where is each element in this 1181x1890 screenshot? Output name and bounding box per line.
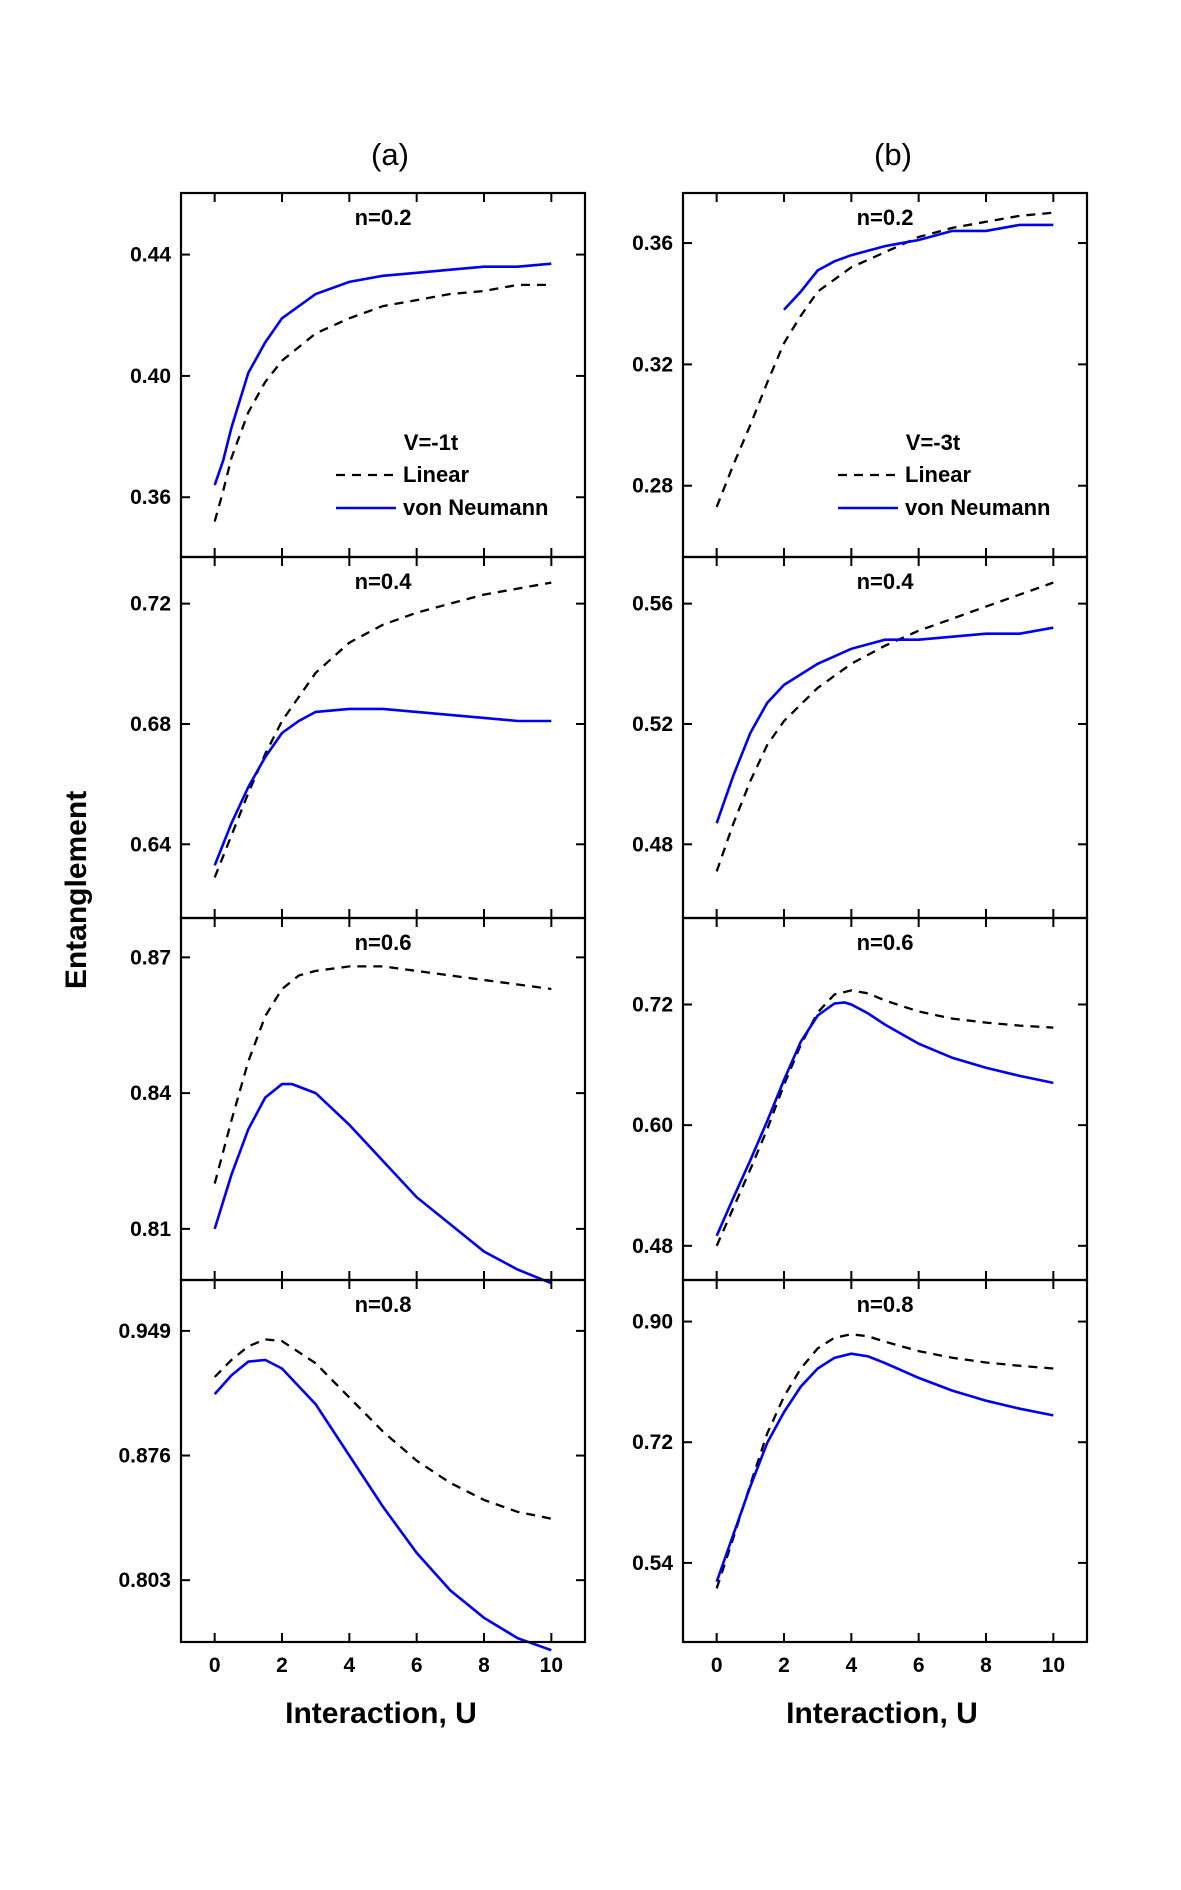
x-tick-label-a-n-0-8-3: 6 [411, 1654, 423, 1677]
plot-frame-a-n-0-8 [179, 1278, 587, 1644]
plot-frame-b-n-0-6 [681, 916, 1089, 1282]
subplot-b-n-0-8: 0.54 0.72 0.90 0 2 4 6 8 10 n=0.8 [632, 1278, 1089, 1677]
y-tick-label-b-n-0-4-0: 0.48 [632, 833, 673, 856]
y-tick-label-a-n-0-4-0: 0.64 [130, 833, 171, 856]
y-tick-label-a-n-0-6-2: 0.87 [130, 946, 171, 969]
series-line-linear-b-n-0-8 [715, 1333, 1054, 1589]
legend-entry-von-neumann-a-n-0-2: von Neumann [403, 495, 548, 520]
y-tick-label-b-n-0-2-1: 0.32 [632, 353, 673, 376]
subplot-b-n-0-6: 0.48 0.60 0.72 n=0.6 [632, 916, 1089, 1282]
y-tick-label-a-n-0-8-1: 0.876 [118, 1445, 171, 1468]
subplot-b-n-0-4: 0.48 0.52 0.56 n=0.4 [632, 555, 1089, 920]
series-line-von-neumann-a-n-0-6 [213, 1082, 552, 1285]
series-line-linear-b-n-0-2 [715, 211, 1054, 508]
x-tick-label-a-n-0-8-4: 8 [478, 1654, 490, 1677]
x-tick-label-b-n-0-8-2: 4 [845, 1654, 857, 1677]
subplot-a-n-0-6: 0.81 0.84 0.87 n=0.6 [130, 916, 587, 1285]
y-tick-label-a-n-0-2-0: 0.36 [130, 486, 171, 509]
series-line-von-neumann-a-n-0-2 [213, 262, 552, 486]
series-line-von-neumann-b-n-0-4 [715, 626, 1054, 824]
y-tick-label-b-n-0-6-0: 0.48 [632, 1235, 673, 1258]
x-tick-label-b-n-0-8-4: 8 [980, 1654, 992, 1677]
y-tick-label-b-n-0-2-2: 0.36 [632, 232, 673, 255]
x-tick-label-b-n-0-8-3: 6 [913, 1654, 925, 1677]
series-line-von-neumann-b-n-0-2 [783, 223, 1054, 311]
series-line-von-neumann-a-n-0-8 [213, 1358, 552, 1652]
y-tick-label-a-n-0-6-1: 0.84 [130, 1082, 171, 1105]
panel-label-b: (b) [874, 137, 912, 172]
series-line-linear-a-n-0-8 [213, 1338, 552, 1520]
panel-label-a: (a) [371, 137, 409, 172]
x-tick-label-b-n-0-8-1: 2 [778, 1654, 790, 1677]
legend-entry-linear-b-n-0-2: Linear [905, 462, 971, 487]
y-axis-label: Entanglement [60, 791, 93, 989]
subplot-a-n-0-4: 0.64 0.68 0.72 n=0.4 [130, 555, 587, 920]
legend-a-n-0-2: V=-1t Linear von Neumann [336, 430, 548, 520]
y-tick-label-b-n-0-8-1: 0.72 [632, 1431, 673, 1454]
panel-title-a-n-0-6: n=0.6 [355, 930, 412, 955]
y-tick-label-b-n-0-6-2: 0.72 [632, 993, 673, 1016]
plot-frame-b-n-0-8 [681, 1278, 1089, 1644]
y-tick-label-b-n-0-8-2: 0.90 [632, 1311, 673, 1334]
series-line-von-neumann-b-n-0-6 [715, 1001, 1054, 1237]
subplot-b-n-0-2: 0.28 0.32 0.36 n=0.2 V=-3t Linear von Neumann [632, 191, 1089, 559]
panel-title-b-n-0-2: n=0.2 [857, 205, 914, 230]
series-line-linear-b-n-0-6 [715, 989, 1054, 1247]
series-line-linear-a-n-0-4 [213, 581, 552, 878]
y-tick-label-b-n-0-2-0: 0.28 [632, 475, 673, 498]
x-tick-label-a-n-0-8-5: 10 [540, 1654, 563, 1677]
y-tick-label-a-n-0-8-0: 0.803 [118, 1569, 171, 1592]
x-tick-label-a-n-0-8-0: 0 [209, 1654, 221, 1677]
series-line-linear-a-n-0-2 [213, 283, 552, 522]
legend-b-n-0-2: V=-3t Linear von Neumann [838, 430, 1050, 520]
y-tick-label-b-n-0-8-0: 0.54 [632, 1552, 673, 1575]
plot-frame-a-n-0-6 [179, 916, 587, 1282]
series-line-von-neumann-b-n-0-8 [715, 1352, 1054, 1583]
x-tick-label-a-n-0-8-1: 2 [276, 1654, 288, 1677]
y-tick-label-b-n-0-6-1: 0.60 [632, 1114, 673, 1137]
y-tick-label-b-n-0-4-1: 0.52 [632, 713, 673, 736]
series-line-von-neumann-a-n-0-4 [213, 707, 552, 866]
plot-frame-a-n-0-4 [179, 555, 587, 920]
x-axis-label-b: Interaction, U [786, 1697, 978, 1730]
legend-title-b-n-0-2: V=-3t [906, 430, 961, 455]
plot-frame-b-n-0-4 [681, 555, 1089, 920]
panel-title-b-n-0-4: n=0.4 [857, 569, 915, 594]
legend-entry-von-neumann-b-n-0-2: von Neumann [905, 495, 1050, 520]
panel-title-b-n-0-6: n=0.6 [857, 930, 914, 955]
panel-title-b-n-0-8: n=0.8 [857, 1292, 914, 1317]
y-tick-label-a-n-0-4-2: 0.72 [130, 593, 171, 616]
y-tick-label-a-n-0-2-1: 0.40 [130, 365, 171, 388]
legend-title-a-n-0-2: V=-1t [404, 430, 459, 455]
subplot-a-n-0-2: 0.36 0.40 0.44 n=0.2 V=-1t Linear von Neumann [130, 191, 587, 559]
series-line-linear-b-n-0-4 [715, 581, 1054, 872]
panel-title-a-n-0-2: n=0.2 [355, 205, 412, 230]
y-tick-label-b-n-0-4-2: 0.56 [632, 593, 673, 616]
panel-title-a-n-0-8: n=0.8 [355, 1292, 412, 1317]
y-tick-label-a-n-0-2-2: 0.44 [130, 244, 171, 267]
legend-entry-linear-a-n-0-2: Linear [403, 462, 469, 487]
y-tick-label-a-n-0-4-1: 0.68 [130, 713, 171, 736]
subplot-a-n-0-8: 0.803 0.876 0.949 0 2 4 6 8 10 n=0.8 [118, 1278, 587, 1677]
x-axis-label-a: Interaction, U [285, 1697, 477, 1730]
x-tick-label-a-n-0-8-2: 4 [343, 1654, 355, 1677]
x-tick-label-b-n-0-8-5: 10 [1042, 1654, 1065, 1677]
y-tick-label-a-n-0-8-2: 0.949 [118, 1320, 171, 1343]
panel-title-a-n-0-4: n=0.4 [355, 569, 413, 594]
series-line-linear-a-n-0-6 [213, 965, 552, 1184]
x-tick-label-b-n-0-8-0: 0 [711, 1654, 723, 1677]
y-tick-label-a-n-0-6-0: 0.81 [130, 1218, 171, 1241]
